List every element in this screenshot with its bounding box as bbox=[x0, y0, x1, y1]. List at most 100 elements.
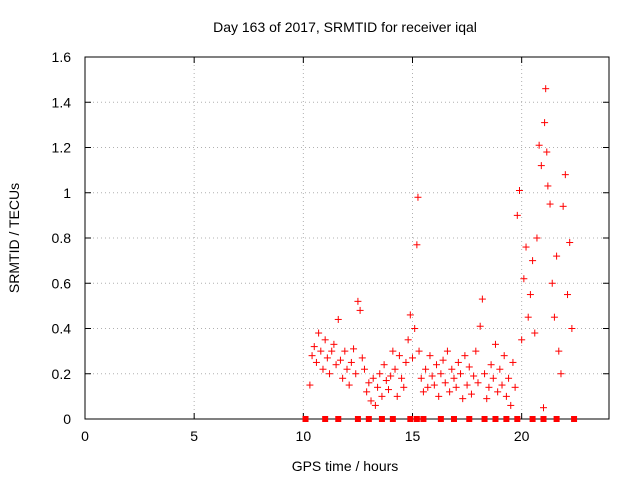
data-point bbox=[463, 381, 471, 389]
grid bbox=[85, 57, 609, 419]
baseline-marker bbox=[335, 416, 342, 422]
baseline-marker bbox=[437, 416, 444, 422]
data-point bbox=[317, 347, 325, 355]
data-point bbox=[494, 388, 502, 396]
data-point bbox=[424, 383, 432, 391]
data-point bbox=[321, 336, 329, 344]
baseline-marker bbox=[466, 416, 473, 422]
data-point bbox=[485, 383, 493, 391]
data-point bbox=[363, 388, 371, 396]
data-point bbox=[446, 388, 454, 396]
data-point bbox=[435, 392, 443, 400]
data-point bbox=[339, 374, 347, 382]
x-axis-label: GPS time / hours bbox=[292, 458, 399, 474]
data-point bbox=[489, 374, 497, 382]
baseline-marker bbox=[450, 416, 457, 422]
baseline-marker bbox=[302, 416, 309, 422]
baseline-marker bbox=[420, 416, 427, 422]
data-point bbox=[529, 257, 537, 265]
data-point bbox=[404, 336, 412, 344]
data-point bbox=[537, 162, 545, 170]
data-point bbox=[345, 381, 353, 389]
data-point bbox=[369, 374, 377, 382]
data-point bbox=[561, 171, 569, 179]
plot-frame bbox=[84, 56, 610, 420]
x-tick-labels: 0 5 10 15 20 bbox=[81, 428, 530, 444]
data-point bbox=[395, 352, 403, 360]
data-point bbox=[389, 347, 397, 355]
data-point bbox=[336, 356, 344, 364]
data-point bbox=[419, 388, 427, 396]
data-point bbox=[542, 85, 550, 93]
data-point bbox=[409, 354, 416, 362]
data-point bbox=[568, 325, 576, 332]
data-point bbox=[312, 358, 320, 366]
y-tick-labels: 0 0.2 0.4 0.6 0.8 1 1.2 1.4 1.6 bbox=[52, 49, 72, 427]
data-point bbox=[543, 148, 551, 156]
data-point bbox=[450, 374, 458, 382]
data-point bbox=[352, 370, 360, 378]
data-point bbox=[400, 383, 408, 391]
x-tick-label: 10 bbox=[296, 428, 312, 444]
data-point bbox=[387, 372, 395, 380]
data-point bbox=[443, 347, 451, 355]
data-point bbox=[500, 352, 508, 360]
baseline-marker bbox=[354, 416, 361, 422]
data-point bbox=[526, 291, 534, 299]
data-point bbox=[520, 275, 528, 283]
data-point bbox=[491, 340, 499, 348]
data-point bbox=[415, 347, 423, 355]
y-tick-label: 0 bbox=[63, 411, 71, 427]
data-point bbox=[481, 370, 489, 378]
baseline-marker bbox=[553, 416, 560, 422]
data-point bbox=[524, 313, 532, 321]
data-point bbox=[454, 358, 462, 366]
data-point bbox=[367, 397, 375, 405]
data-point bbox=[541, 119, 549, 127]
baseline-marker bbox=[481, 416, 488, 422]
baseline-marker bbox=[389, 416, 396, 422]
baseline-marker bbox=[407, 416, 414, 422]
data-point bbox=[347, 358, 355, 366]
data-point bbox=[332, 361, 340, 369]
baseline-marker bbox=[540, 416, 547, 422]
data-point bbox=[328, 347, 336, 355]
data-point bbox=[546, 200, 554, 208]
data-point bbox=[505, 374, 513, 382]
chart-title: Day 163 of 2017, SRMTID for receiver iqa… bbox=[213, 19, 477, 35]
data-point bbox=[428, 372, 436, 380]
data-point bbox=[550, 313, 558, 321]
y-tick-label: 1.2 bbox=[52, 140, 72, 156]
data-point bbox=[310, 343, 318, 351]
data-point bbox=[374, 383, 382, 391]
data-point bbox=[326, 370, 334, 378]
data-point bbox=[564, 291, 572, 299]
data-point bbox=[417, 374, 425, 382]
data-point bbox=[306, 381, 314, 389]
data-point bbox=[496, 365, 504, 373]
data-point bbox=[498, 381, 506, 389]
data-point bbox=[452, 383, 460, 391]
y-tick-label: 1.6 bbox=[52, 49, 72, 65]
data-point bbox=[465, 363, 473, 371]
data-point bbox=[553, 252, 561, 260]
data-point bbox=[360, 365, 368, 373]
data-point bbox=[365, 379, 373, 387]
data-point bbox=[487, 361, 495, 369]
y-tick-label: 0.6 bbox=[52, 275, 72, 291]
data-point bbox=[535, 141, 543, 149]
x-tick-label: 0 bbox=[81, 428, 89, 444]
data-point bbox=[393, 392, 401, 400]
data-point bbox=[476, 322, 484, 330]
data-point bbox=[406, 311, 414, 319]
data-point bbox=[518, 336, 526, 344]
data-point bbox=[502, 392, 510, 400]
data-point bbox=[522, 243, 530, 251]
y-axis-label: SRMTID / TECUs bbox=[6, 183, 22, 293]
data-point bbox=[507, 401, 515, 409]
data-point bbox=[474, 379, 482, 387]
data-point bbox=[356, 306, 364, 314]
data-point bbox=[441, 379, 449, 387]
data-point bbox=[315, 329, 323, 337]
data-point bbox=[433, 361, 441, 369]
